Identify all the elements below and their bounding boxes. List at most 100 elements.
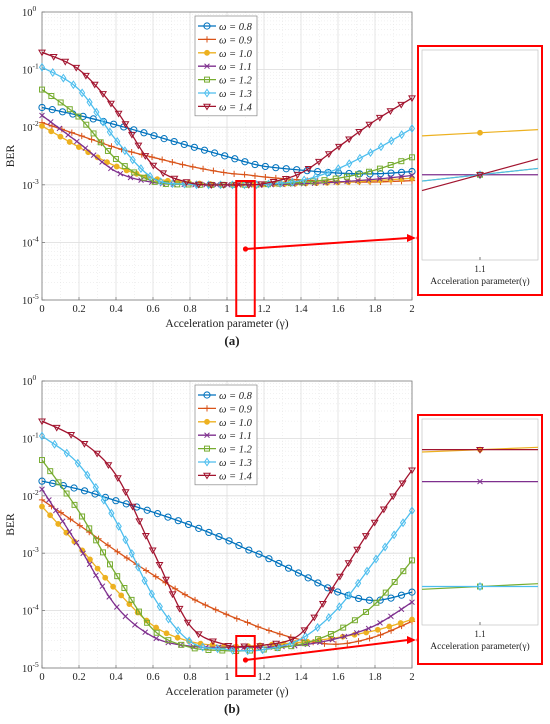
legend-marker bbox=[203, 391, 211, 399]
data-point bbox=[224, 642, 233, 650]
data-point bbox=[100, 495, 107, 505]
data-point bbox=[129, 155, 136, 165]
data-point bbox=[379, 506, 388, 514]
data-point bbox=[90, 81, 99, 89]
y-tick-exponent: -4 bbox=[33, 234, 39, 243]
data-point bbox=[344, 560, 353, 568]
data-point bbox=[100, 549, 106, 556]
data-point bbox=[138, 177, 144, 183]
data-point bbox=[398, 130, 405, 140]
zoom-arrow-head bbox=[407, 636, 416, 644]
data-point bbox=[282, 165, 290, 173]
data-point bbox=[345, 590, 353, 600]
data-point bbox=[255, 623, 262, 630]
data-point bbox=[365, 596, 373, 604]
inset-series bbox=[422, 478, 538, 485]
x-tick-label: 1 bbox=[224, 304, 229, 315]
data-point bbox=[217, 180, 224, 190]
data-point bbox=[58, 108, 67, 116]
data-point bbox=[327, 587, 336, 595]
data-point bbox=[398, 173, 405, 180]
data-point bbox=[118, 592, 125, 599]
data-point bbox=[375, 114, 384, 122]
data-point bbox=[80, 440, 89, 448]
y-tick-exponent: -5 bbox=[33, 660, 39, 669]
data-point bbox=[170, 137, 178, 146]
data-point bbox=[244, 619, 251, 626]
data-point bbox=[310, 614, 319, 622]
data-point bbox=[148, 589, 155, 599]
data-point bbox=[106, 594, 113, 600]
data-point bbox=[128, 503, 137, 511]
data-point bbox=[184, 520, 193, 529]
data-point bbox=[294, 569, 303, 577]
data-point bbox=[82, 145, 89, 151]
data-point bbox=[288, 638, 296, 648]
data-point bbox=[241, 158, 249, 166]
data-point bbox=[376, 175, 383, 182]
y-tick-label: 10-3 bbox=[22, 545, 39, 560]
data-point bbox=[56, 125, 63, 132]
data-point bbox=[334, 143, 343, 151]
data-point bbox=[121, 489, 130, 496]
data-point bbox=[99, 583, 106, 590]
series-1.3 bbox=[38, 431, 416, 656]
legend-label: ω = 1.2 bbox=[219, 445, 253, 456]
data-point bbox=[324, 168, 331, 178]
data-point bbox=[46, 497, 52, 503]
data-point bbox=[255, 550, 263, 558]
data-point bbox=[287, 636, 296, 644]
inset-data-point bbox=[476, 446, 484, 454]
data-point bbox=[341, 633, 348, 640]
data-point bbox=[191, 645, 198, 652]
data-point bbox=[127, 131, 136, 139]
data-point bbox=[140, 129, 148, 137]
x-tick-label: 0.6 bbox=[146, 304, 159, 315]
y-tick-label: 10-4 bbox=[22, 234, 39, 249]
legend-label: ω = 0.8 bbox=[219, 22, 253, 33]
x-tick-label: 1.6 bbox=[331, 672, 344, 683]
data-point bbox=[219, 647, 226, 654]
x-tick-label: 0.4 bbox=[109, 304, 123, 315]
data-point bbox=[154, 510, 162, 518]
series-0.8 bbox=[38, 103, 416, 178]
data-point bbox=[49, 68, 56, 78]
data-point bbox=[38, 103, 46, 112]
data-point bbox=[38, 418, 46, 426]
zoom-region-box bbox=[235, 635, 256, 677]
data-point bbox=[66, 139, 73, 145]
data-point bbox=[212, 606, 219, 613]
series-0.9 bbox=[38, 496, 416, 648]
data-point bbox=[398, 480, 407, 488]
series-0.8 bbox=[38, 477, 416, 604]
data-point bbox=[245, 546, 253, 554]
data-point bbox=[310, 178, 317, 185]
y-tick-label: 10-1 bbox=[22, 430, 39, 445]
x-tick-label: 1.4 bbox=[294, 304, 308, 315]
data-point bbox=[39, 486, 45, 493]
panel-label: (b) bbox=[224, 701, 240, 716]
x-tick-label: 1.2 bbox=[257, 304, 270, 315]
y-tick-label: 10-3 bbox=[22, 177, 39, 192]
data-point bbox=[387, 594, 395, 602]
data-point bbox=[301, 640, 308, 647]
y-axis-label: BER bbox=[5, 513, 17, 536]
data-point bbox=[409, 172, 415, 179]
data-point bbox=[367, 148, 374, 158]
data-point bbox=[355, 578, 362, 588]
data-point bbox=[114, 110, 123, 118]
data-point bbox=[244, 182, 253, 189]
x-tick-label: 0.8 bbox=[183, 304, 196, 315]
data-point bbox=[317, 639, 323, 646]
data-point bbox=[344, 178, 350, 185]
data-point bbox=[387, 174, 394, 181]
data-point bbox=[314, 158, 323, 166]
data-point bbox=[381, 542, 389, 552]
data-point bbox=[52, 507, 59, 514]
data-point bbox=[194, 181, 203, 189]
data-point bbox=[340, 624, 347, 631]
data-point bbox=[207, 182, 216, 190]
data-point bbox=[130, 126, 138, 134]
data-point bbox=[202, 601, 209, 609]
data-point bbox=[159, 156, 166, 163]
